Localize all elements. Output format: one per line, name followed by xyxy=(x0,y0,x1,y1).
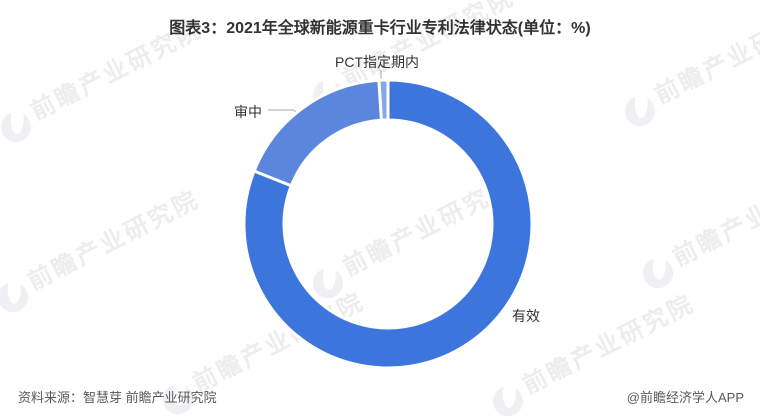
donut-slice-pending xyxy=(252,78,384,188)
footer-credit: @前瞻经济学人APP xyxy=(626,390,744,405)
page-title: 图表3：2021年全球新能源重卡行业专利法律状态(单位：%) xyxy=(169,20,591,37)
footer-source: 资料来源：智慧芽 前瞻产业研究院 xyxy=(18,390,217,405)
donut-slice-valid xyxy=(242,78,534,370)
donut-slice-pct xyxy=(377,78,390,122)
slice-label-pct: PCT指定期内 xyxy=(335,54,419,70)
slice-label-valid: 有效 xyxy=(512,308,540,324)
slice-label-pending: 审中 xyxy=(234,104,262,120)
